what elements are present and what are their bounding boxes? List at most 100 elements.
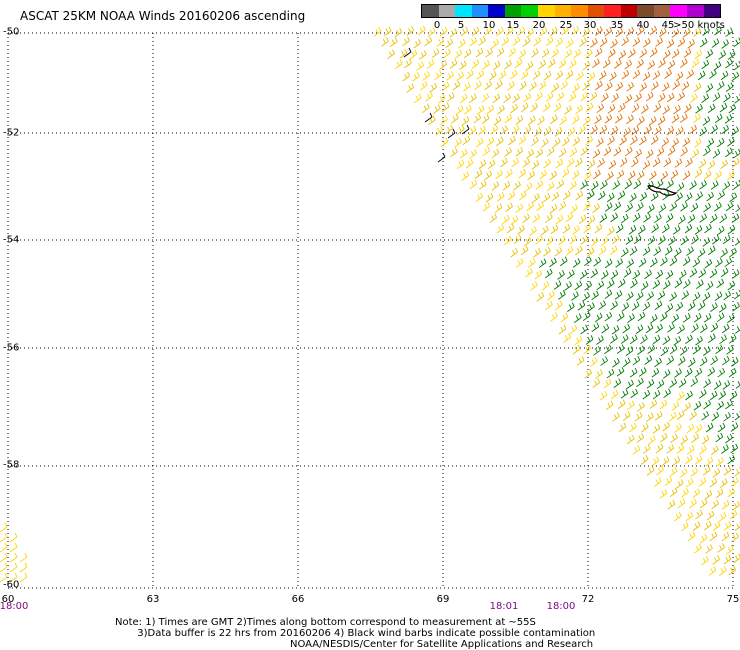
wind-barb (0, 532, 8, 543)
wind-barb (722, 181, 731, 191)
wind-barb (0, 542, 8, 553)
wind-barb (705, 422, 714, 433)
wind-barb (705, 281, 714, 291)
wind-barb (723, 290, 732, 301)
wind-barb (715, 432, 724, 443)
wind-barb (549, 257, 557, 268)
wind-barb (731, 126, 739, 136)
wind-barb (703, 146, 711, 157)
wind-barb (659, 312, 668, 322)
wind-barb (705, 544, 713, 554)
wind-barb (620, 334, 629, 344)
legend-color-bar (421, 4, 721, 18)
wind-barb (510, 103, 518, 114)
wind-barb (615, 223, 624, 234)
wind-barb (571, 291, 579, 301)
wind-barb (531, 160, 540, 170)
wind-barb (699, 213, 708, 223)
wind-barb (626, 26, 635, 37)
wind-barb (673, 336, 682, 346)
wind-barb (718, 390, 726, 400)
wind-barb (558, 147, 567, 158)
wind-barb (661, 137, 669, 147)
wind-barb (579, 37, 587, 47)
wind-barb (671, 401, 680, 411)
wind-barb (585, 335, 594, 345)
wind-barb (658, 58, 666, 69)
wind-barb (729, 390, 738, 401)
wind-barb (693, 312, 702, 323)
wind-barb (694, 543, 702, 554)
wind-barb (714, 25, 722, 36)
wind-barb (699, 180, 707, 190)
wind-barb (664, 69, 672, 79)
wind-barb (656, 147, 665, 157)
wind-barb (466, 69, 474, 80)
wind-barb (680, 201, 688, 212)
wind-barb (718, 512, 727, 522)
wind-barb (550, 312, 558, 322)
wind-barb (506, 223, 515, 234)
wind-barb (630, 157, 639, 168)
wind-barb (536, 201, 544, 211)
wind-barb (650, 135, 659, 145)
wind-barb (698, 389, 707, 399)
wind-barb (445, 38, 454, 48)
wind-barb (626, 291, 634, 302)
wind-barb (626, 400, 635, 411)
wind-barb (725, 545, 734, 555)
wind-barb (520, 70, 529, 80)
wind-barb (714, 113, 723, 124)
wind-barb (595, 369, 603, 379)
wind-barb (723, 412, 731, 422)
wind-barb (547, 290, 555, 301)
wind-barb (592, 203, 600, 213)
lat-label-50: -50 (3, 26, 20, 38)
wind-barb (698, 268, 707, 279)
wind-barb (566, 158, 575, 168)
wind-barb (564, 281, 572, 291)
wind-barb (626, 434, 635, 445)
wind-barb (627, 170, 636, 181)
wind-barb (687, 38, 695, 49)
wind-barb (639, 48, 648, 59)
wind-barb (475, 47, 484, 58)
wind-barb (533, 247, 541, 258)
wind-barb (433, 104, 441, 114)
wind-barb (463, 48, 472, 59)
wind-barb (469, 93, 477, 103)
wind-barb (719, 334, 727, 345)
wind-barb (578, 124, 586, 135)
wind-barb (602, 58, 611, 69)
wind-barb (644, 355, 653, 365)
wind-barb (642, 444, 651, 454)
wind-barb (561, 136, 570, 147)
wind-barb (714, 291, 723, 301)
wind-barb (594, 26, 603, 36)
wind-barb (611, 93, 619, 103)
wind-barb (543, 246, 551, 257)
wind-barb (520, 245, 529, 256)
wind-barb (702, 116, 711, 126)
wind-barb (482, 60, 490, 70)
wind-barb (590, 38, 598, 48)
wind-barb (507, 190, 516, 201)
wind-barb (555, 70, 564, 80)
wind-barb (661, 456, 670, 466)
wind-barb (495, 136, 504, 147)
wind-barb (697, 301, 706, 311)
wind-barb (593, 169, 601, 180)
wind-barb (590, 237, 599, 247)
wind-barb (682, 137, 691, 147)
wind-barb (711, 234, 720, 245)
legend-swatch (438, 5, 456, 17)
wind-barb (584, 281, 592, 291)
wind-barb (657, 92, 666, 103)
wind-barb (515, 258, 524, 268)
wind-barb (481, 114, 490, 124)
wind-barb (461, 171, 470, 181)
wind-barb (9, 552, 18, 563)
wind-barb (492, 93, 501, 104)
wind-barb (705, 83, 714, 93)
wind-barb (678, 215, 686, 225)
